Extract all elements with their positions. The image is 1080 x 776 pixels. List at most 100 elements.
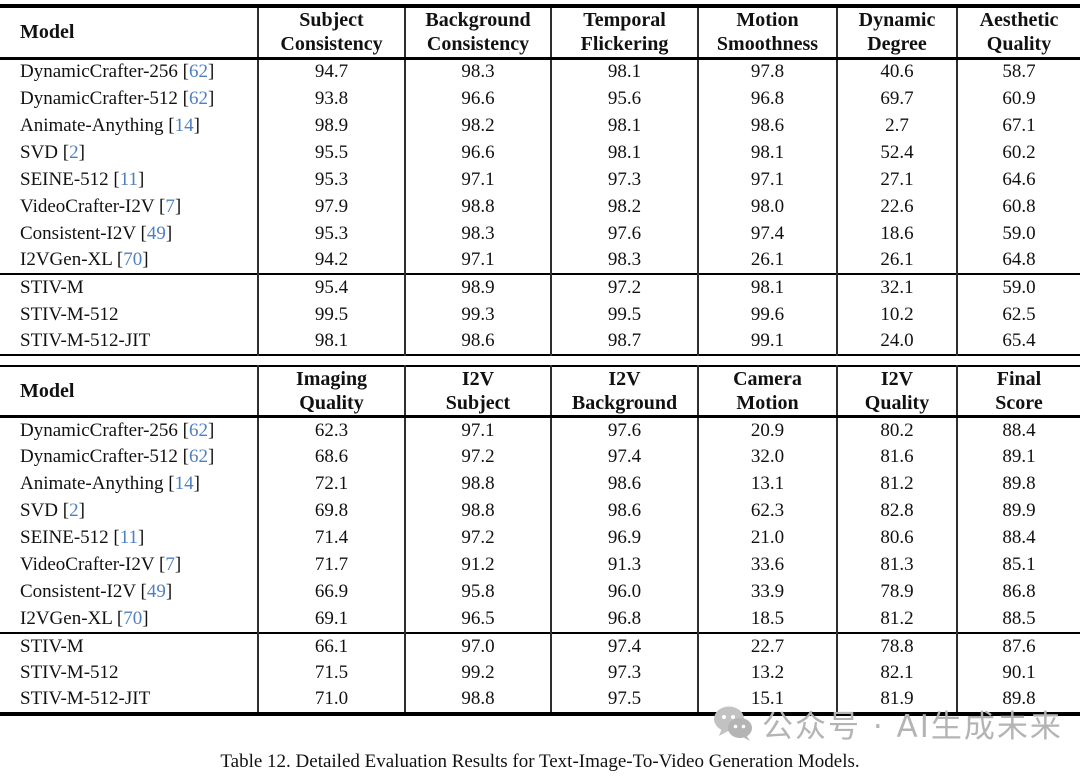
citation-link[interactable]: 14 xyxy=(174,114,194,136)
column-header: Aesthetic Quality xyxy=(956,6,1080,58)
score-cell: 96.5 xyxy=(404,605,551,633)
header-row: Model Subject Consistency Background Consist… xyxy=(0,6,1080,58)
score-cell: 98.1 xyxy=(550,139,698,166)
score-cell: 52.4 xyxy=(836,139,957,166)
column-header-line: Background xyxy=(425,9,531,32)
model-name-cell: I2VGen-XL [70] xyxy=(20,249,149,270)
citation-link[interactable]: 14 xyxy=(174,473,194,494)
score-cell: 97.4 xyxy=(550,443,698,471)
score-cell: 22.6 xyxy=(836,193,957,220)
score-cell: 98.6 xyxy=(404,328,551,355)
score-cell: 81.3 xyxy=(836,551,957,579)
citation-link[interactable]: 70 xyxy=(123,607,143,629)
citation-link[interactable]: 49 xyxy=(146,581,166,602)
citation-link[interactable]: 2 xyxy=(69,500,79,521)
column-header: Model xyxy=(20,21,75,44)
score-cell: 82.1 xyxy=(836,659,957,687)
column-header-line: Temporal xyxy=(583,9,666,32)
score-cell: 69.8 xyxy=(257,497,405,525)
score-cell: 69.1 xyxy=(257,605,405,633)
score-cell: 98.8 xyxy=(404,497,551,525)
column-header-line: Motion xyxy=(736,9,799,32)
model-name-cell: STIV-M xyxy=(0,631,258,660)
column-header-line: Motion xyxy=(736,392,799,414)
model-name-cell: STIV-M xyxy=(0,273,258,301)
score-cell: 91.2 xyxy=(404,551,551,579)
score-cell: 72.1 xyxy=(257,470,405,498)
score-cell: 96.8 xyxy=(550,605,698,633)
citation-link[interactable]: 62 xyxy=(188,87,208,109)
citation-link[interactable]: 49 xyxy=(146,222,166,244)
citation-link[interactable]: 11 xyxy=(119,527,139,548)
column-header-line: Background xyxy=(571,392,678,414)
score-cell: 97.5 xyxy=(550,686,698,714)
score-cell: 97.1 xyxy=(404,247,551,274)
score-cell: 21.0 xyxy=(697,524,837,552)
score-cell: 26.1 xyxy=(836,247,957,274)
citation-link[interactable]: 7 xyxy=(165,554,175,575)
model-name-cell: I2VGen-XL [70] xyxy=(20,607,149,629)
table-row: SEINE-512 [11] 71.4 97.2 96.9 21.0 80.6 88.4 xyxy=(0,524,1080,552)
model-name-cell: DynamicCrafter-256 [62] xyxy=(20,61,215,83)
score-cell: 95.5 xyxy=(257,139,405,166)
column-header: Background Consistency xyxy=(404,6,551,58)
model-name-cell: DynamicCrafter-512 [62] xyxy=(20,87,215,109)
column-header: I2V Background xyxy=(550,366,698,417)
score-cell: 62.3 xyxy=(257,416,405,444)
column-header: Model xyxy=(20,380,75,402)
score-cell: 97.1 xyxy=(404,166,551,193)
score-cell: 99.1 xyxy=(697,328,837,355)
column-header-line: Subject xyxy=(445,392,511,414)
column-header: I2V Quality xyxy=(836,366,957,417)
citation-link[interactable]: 2 xyxy=(69,141,79,163)
score-cell: 65.4 xyxy=(956,328,1080,355)
score-cell: 64.8 xyxy=(956,247,1080,274)
table-row: Animate-Anything [14] 98.9 98.2 98.1 98.6 2.7… xyxy=(0,112,1080,139)
score-cell: 32.1 xyxy=(836,273,957,301)
model-name-cell: VideoCrafter-I2V [7] xyxy=(20,554,182,575)
score-cell: 98.1 xyxy=(697,273,837,301)
score-cell: 33.9 xyxy=(697,578,837,606)
score-cell: 97.3 xyxy=(550,166,698,193)
score-cell: 68.6 xyxy=(257,443,405,471)
column-header-line: Subject xyxy=(299,9,364,32)
score-cell: 96.9 xyxy=(550,524,698,552)
column-header: Temporal Flickering xyxy=(550,6,698,58)
citation-link[interactable]: 62 xyxy=(188,446,208,467)
score-cell: 88.4 xyxy=(956,524,1080,552)
score-cell: 98.0 xyxy=(697,193,837,220)
score-cell: 98.6 xyxy=(550,497,698,525)
score-cell: 26.1 xyxy=(697,247,837,274)
score-cell: 97.8 xyxy=(697,58,837,85)
header-row: Model Imaging Quality I2V Subject I2V Backgrou… xyxy=(0,366,1080,417)
citation-link[interactable]: 62 xyxy=(188,419,208,441)
citation-link[interactable]: 62 xyxy=(188,61,208,83)
column-header-line: Dynamic xyxy=(858,9,936,32)
model-name-cell: SVD [2] xyxy=(20,500,85,521)
table-row: DynamicCrafter-256 [62] 94.7 98.3 98.1 97.8 4… xyxy=(0,58,1080,85)
table-row: VideoCrafter-I2V [7] 71.7 91.2 91.3 33.6 81.3… xyxy=(0,551,1080,579)
score-cell: 2.7 xyxy=(836,112,957,139)
score-cell: 97.1 xyxy=(404,416,551,444)
watermark: 公众号 · AI生成未来 xyxy=(712,701,1063,746)
table-row: STIV-M-512 71.5 99.2 97.3 13.2 82.1 90.1 xyxy=(0,659,1080,687)
model-name-cell: STIV-M-512-JIT xyxy=(20,688,151,709)
column-header: Imaging Quality xyxy=(257,366,405,417)
score-cell: 96.8 xyxy=(697,85,837,112)
model-name-cell: Consistent-I2V [49] xyxy=(20,581,173,602)
column-header-line: Aesthetic xyxy=(979,9,1059,32)
score-cell: 96.6 xyxy=(404,139,551,166)
score-cell: 62.5 xyxy=(956,301,1080,328)
score-cell: 97.4 xyxy=(550,631,698,660)
model-name-cell: DynamicCrafter-512 [62] xyxy=(20,446,215,467)
score-cell: 95.6 xyxy=(550,85,698,112)
evaluation-table-top: Model Subject Consistency Background Consist… xyxy=(0,4,1080,356)
table-row: STIV-M-512-JIT 71.0 98.8 97.5 15.1 81.9 89.8 xyxy=(0,686,1080,714)
score-cell: 96.0 xyxy=(550,578,698,606)
score-cell: 60.9 xyxy=(956,85,1080,112)
citation-link[interactable]: 7 xyxy=(165,195,175,217)
citation-link[interactable]: 11 xyxy=(119,168,139,190)
table-row: SVD [2] 95.5 96.6 98.1 98.1 52.4 60.2 xyxy=(0,139,1080,166)
citation-link[interactable]: 70 xyxy=(123,249,143,270)
score-cell: 24.0 xyxy=(836,328,957,355)
